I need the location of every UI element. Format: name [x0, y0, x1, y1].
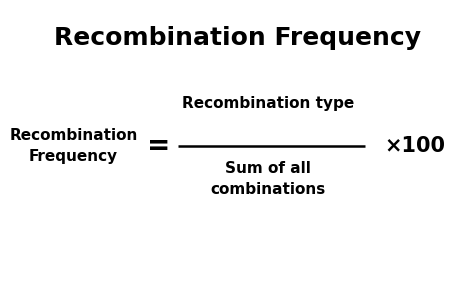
Text: Sum of all
combinations: Sum of all combinations — [210, 161, 326, 197]
Text: ×100: ×100 — [384, 136, 445, 155]
Text: =: = — [147, 132, 171, 159]
Text: Recombination
Frequency: Recombination Frequency — [9, 127, 137, 164]
Text: Recombination Frequency: Recombination Frequency — [54, 26, 420, 50]
Text: Recombination type: Recombination type — [182, 96, 354, 111]
